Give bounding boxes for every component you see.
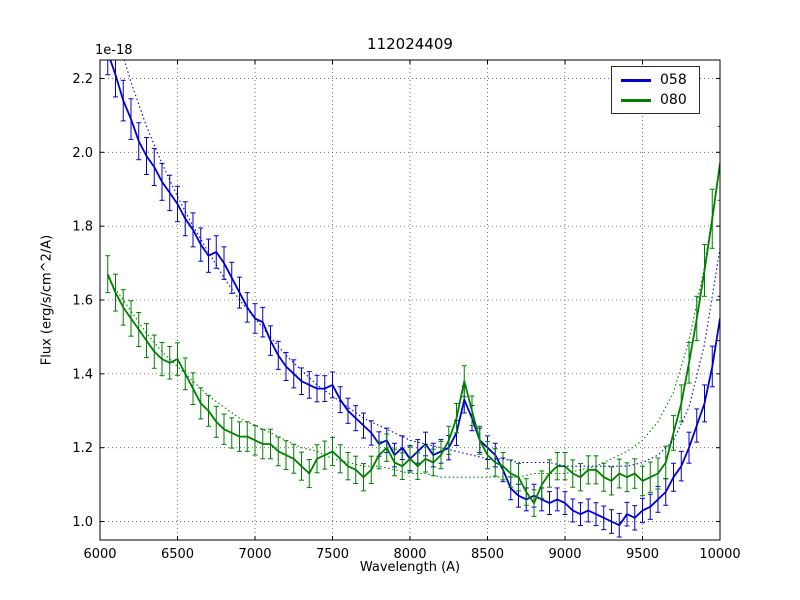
legend-item-058: 058: [621, 73, 687, 87]
svg-text:1.4: 1.4: [72, 367, 93, 382]
legend-item-080: 080: [621, 93, 687, 107]
tick-marks: [99, 60, 721, 540]
svg-text:1.6: 1.6: [72, 294, 93, 309]
x-axis-label: Wavelength (A): [359, 560, 461, 575]
svg-text:6000: 6000: [83, 547, 116, 562]
svg-text:10000: 10000: [699, 547, 740, 562]
svg-text:8500: 8500: [471, 547, 504, 562]
series-080: [105, 125, 720, 517]
svg-text:6500: 6500: [161, 547, 194, 562]
y-axis-offset-label: 1e-18: [95, 43, 133, 58]
svg-text:1.2: 1.2: [72, 441, 93, 456]
data-series: [105, 60, 720, 538]
legend-label-058: 058: [660, 72, 687, 88]
svg-text:1.8: 1.8: [72, 220, 93, 235]
svg-text:9500: 9500: [626, 547, 659, 562]
series-080_model_fit: [107, 163, 720, 478]
legend-line-sample-green: [621, 98, 651, 102]
svg-text:7500: 7500: [316, 547, 349, 562]
x-tick-labels: 6000 6500 7000 7500 8000 8500 9000 9500 10000: [83, 547, 740, 562]
svg-text:2.0: 2.0: [72, 146, 93, 161]
y-axis-label: Flux (erg/s/cm^2/A): [39, 234, 55, 366]
svg-text:1.0: 1.0: [72, 515, 93, 530]
legend-label-080: 080: [660, 92, 687, 108]
y-tick-labels: 1.0 1.2 1.4 1.6 1.8 2.0 2.2: [72, 72, 93, 530]
legend: 058 080: [611, 66, 700, 114]
svg-text:8000: 8000: [393, 547, 426, 562]
chart-title: 112024409: [367, 35, 453, 53]
svg-text:2.2: 2.2: [72, 72, 93, 87]
svg-text:7000: 7000: [238, 547, 271, 562]
legend-line-sample-blue: [621, 78, 651, 82]
series-058_model_fit: [123, 60, 720, 467]
svg-text:9000: 9000: [548, 547, 581, 562]
